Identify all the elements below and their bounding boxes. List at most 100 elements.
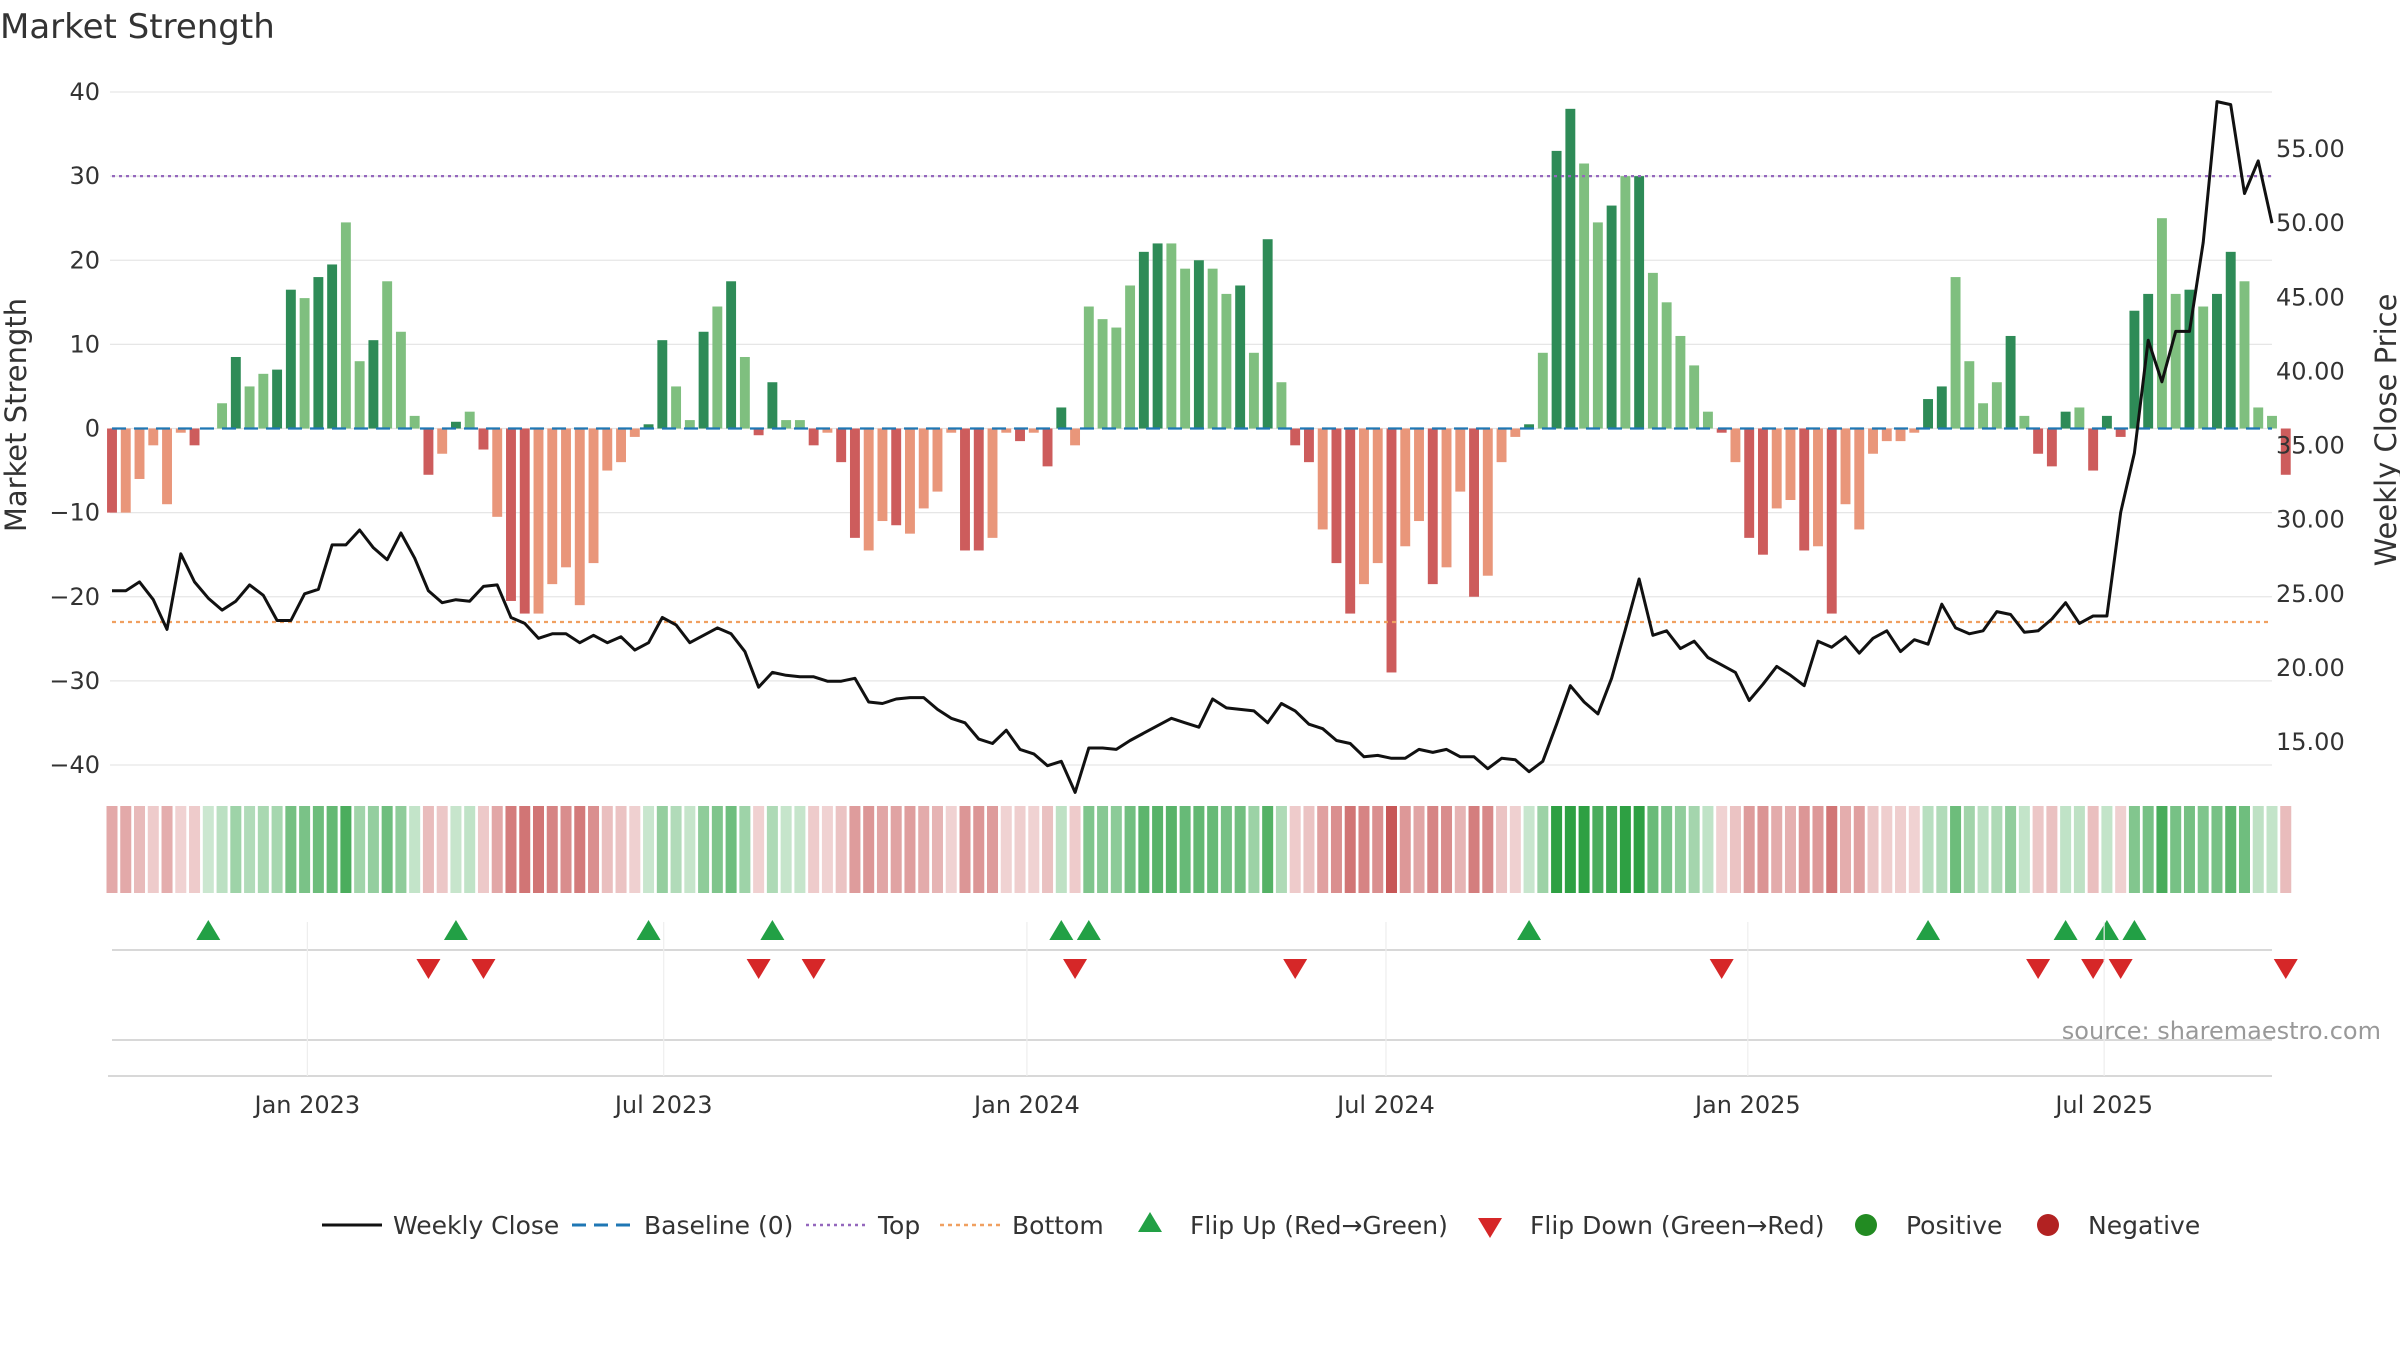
heat-cell [2142, 806, 2154, 893]
legend-label: Baseline (0) [644, 1211, 793, 1240]
strength-bar [960, 428, 970, 551]
flip-up-marker [2053, 920, 2078, 940]
left-tick-label: −30 [49, 667, 100, 695]
strength-bar [767, 382, 778, 429]
strength-bar [1840, 428, 1851, 505]
heat-cell [1936, 806, 1948, 893]
weekly-close-line [112, 100, 2274, 794]
heat-cell [1895, 806, 1907, 893]
heat-cell [987, 806, 999, 893]
strength-bar [340, 222, 351, 429]
heat-cell [1496, 806, 1508, 893]
heat-cell [2032, 806, 2044, 893]
flip-down-marker [2026, 959, 2051, 979]
heat-cell [643, 806, 655, 893]
heat-cell [945, 806, 957, 893]
strength-bar [1152, 243, 1163, 429]
right-tick-label: 45.00 [2276, 283, 2345, 311]
strength-heat-strip [106, 806, 2292, 893]
strength-bar [327, 264, 338, 429]
heat-cell [1028, 806, 1040, 893]
heat-cell [1702, 806, 1714, 893]
heat-cell [1358, 806, 1370, 893]
strength-bar [602, 428, 613, 471]
heat-cell [1275, 806, 1287, 893]
strength-bar [1221, 293, 1232, 429]
left-tick-label: 10 [69, 330, 100, 358]
strength-bar [2280, 428, 2291, 475]
strength-bar [1661, 302, 1672, 429]
strength-bar [1262, 239, 1273, 429]
heat-cell [766, 806, 778, 893]
heat-cell [698, 806, 710, 893]
heat-cell [409, 806, 421, 893]
heat-cell [2101, 806, 2113, 893]
heat-cell [1592, 806, 1604, 893]
strength-bar [891, 428, 902, 526]
strength-bar [1193, 260, 1204, 429]
left-tick-label: 0 [85, 415, 100, 443]
strength-bar [987, 428, 998, 538]
strength-bar [533, 428, 544, 614]
strength-bar [1978, 403, 1989, 429]
heat-cell [1908, 806, 1920, 893]
right-tick-label: 35.00 [2276, 432, 2345, 460]
right-tick-label: 15.00 [2276, 728, 2345, 756]
strength-bar [1455, 428, 1466, 492]
heat-cell [1234, 806, 1246, 893]
strength-bar [1799, 428, 1810, 551]
legend-flip-down-swatch [1478, 1218, 1502, 1238]
heat-cell [1110, 806, 1122, 893]
heat-cell [2156, 806, 2168, 893]
flip-down-marker [2273, 959, 2298, 979]
right-tick-label: 25.00 [2276, 580, 2345, 608]
heat-cell [739, 806, 751, 893]
source-credit: source: sharemaestro.com [2062, 1017, 2381, 1045]
heat-cell [876, 806, 888, 893]
heat-cell [1441, 806, 1453, 893]
legend-label: Flip Down (Green→Red) [1530, 1211, 1825, 1240]
heat-cell [1606, 806, 1618, 893]
strength-bar [395, 331, 406, 429]
flip-up-marker [1916, 920, 1941, 940]
strength-bar [973, 428, 984, 551]
strength-bar [2088, 428, 2099, 471]
flip-up-marker [443, 920, 468, 940]
strength-bar [1015, 428, 1025, 442]
heat-cell [1262, 806, 1274, 893]
heat-cell [725, 806, 737, 893]
strength-bar [2212, 293, 2222, 429]
heat-cell [1674, 806, 1686, 893]
heat-cell [2060, 806, 2072, 893]
heat-cell [202, 806, 214, 893]
legend-positive-swatch [1855, 1214, 1877, 1236]
heat-cell [257, 806, 269, 893]
flip-down-marker [1283, 959, 1308, 979]
strength-bar [450, 421, 461, 429]
heat-cell [367, 806, 379, 893]
strength-bar [313, 277, 324, 429]
strength-bar [1427, 428, 1438, 585]
strength-bar [1895, 428, 1906, 442]
strength-bar [1689, 365, 1700, 429]
strength-bar [1496, 428, 1507, 463]
strength-bar [561, 428, 571, 568]
heat-cell [491, 806, 503, 893]
strength-bar [1469, 428, 1479, 597]
strength-bar [1097, 319, 1108, 429]
x-tick-label: Jul 2024 [1335, 1091, 1435, 1119]
heat-cell [1578, 806, 1590, 893]
strength-bars [107, 108, 2291, 673]
heat-cell [670, 806, 682, 893]
strength-bar [1111, 327, 1122, 429]
left-tick-label: 40 [69, 78, 100, 106]
strength-bar [1083, 306, 1094, 429]
strength-bar [1235, 285, 1246, 429]
strength-bar [1606, 205, 1617, 429]
heat-cell [1399, 806, 1411, 893]
strength-bar [808, 428, 819, 446]
strength-bar [2267, 415, 2277, 429]
heat-cell [1881, 806, 1893, 893]
strength-bar [409, 415, 420, 429]
flip-down-marker [416, 959, 441, 979]
